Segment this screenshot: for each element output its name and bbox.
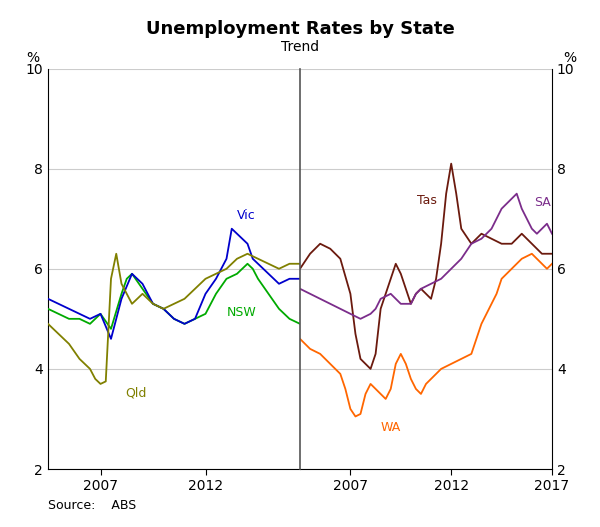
- Text: NSW: NSW: [227, 306, 256, 319]
- Text: WA: WA: [380, 422, 401, 434]
- Text: SA: SA: [534, 196, 551, 209]
- Text: %: %: [563, 51, 576, 64]
- Text: Trend: Trend: [281, 41, 319, 54]
- Text: Qld: Qld: [126, 386, 147, 399]
- Text: Unemployment Rates by State: Unemployment Rates by State: [146, 20, 454, 38]
- Text: %: %: [26, 51, 40, 64]
- Text: Source:    ABS: Source: ABS: [48, 500, 136, 512]
- Text: Vic: Vic: [237, 209, 256, 222]
- Text: Tas: Tas: [417, 194, 437, 207]
